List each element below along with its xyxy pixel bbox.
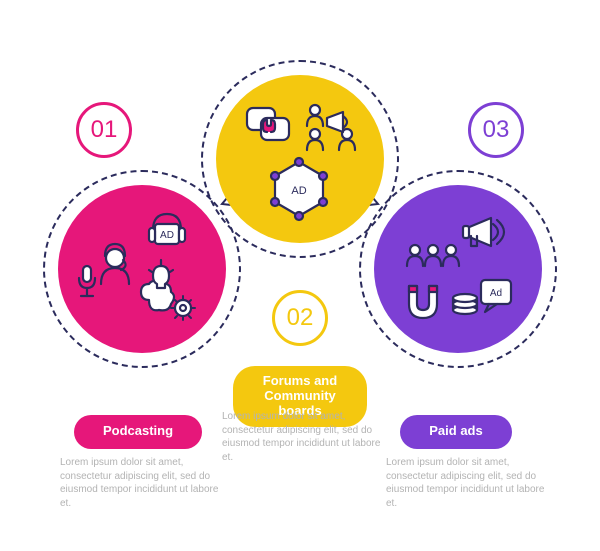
step-number-1-text: 01 [91,116,118,144]
step-number-3: 03 [468,102,524,158]
step-number-2: 02 [272,290,328,346]
label-podcasting: Podcasting [74,415,202,449]
svg-text:Ad: Ad [490,288,502,299]
podcasting-icons: AD [77,204,207,334]
desc-podcasting: Lorem ipsum dolor sit amet, consectetur … [60,456,220,510]
step-number-3-text: 03 [483,116,510,144]
label-paidads: Paid ads [400,415,512,449]
forums-icons: AD [235,94,365,224]
label-podcasting-text: Podcasting [103,423,173,438]
label-paidads-text: Paid ads [429,423,482,438]
step-number-2-text: 02 [287,304,314,332]
desc-forums: Lorem ipsum dolor sit amet, consectetur … [222,410,382,464]
paidads-icons: Ad [393,204,523,334]
desc-paidads: Lorem ipsum dolor sit amet, consectetur … [386,456,546,510]
svg-text:AD: AD [291,185,306,197]
circle-forums: AD [216,75,384,243]
circle-paidads: Ad [374,185,542,353]
circle-podcasting: AD [58,185,226,353]
svg-text:AD: AD [160,230,174,241]
infographic-stage: AD [0,0,600,551]
step-number-1: 01 [76,102,132,158]
